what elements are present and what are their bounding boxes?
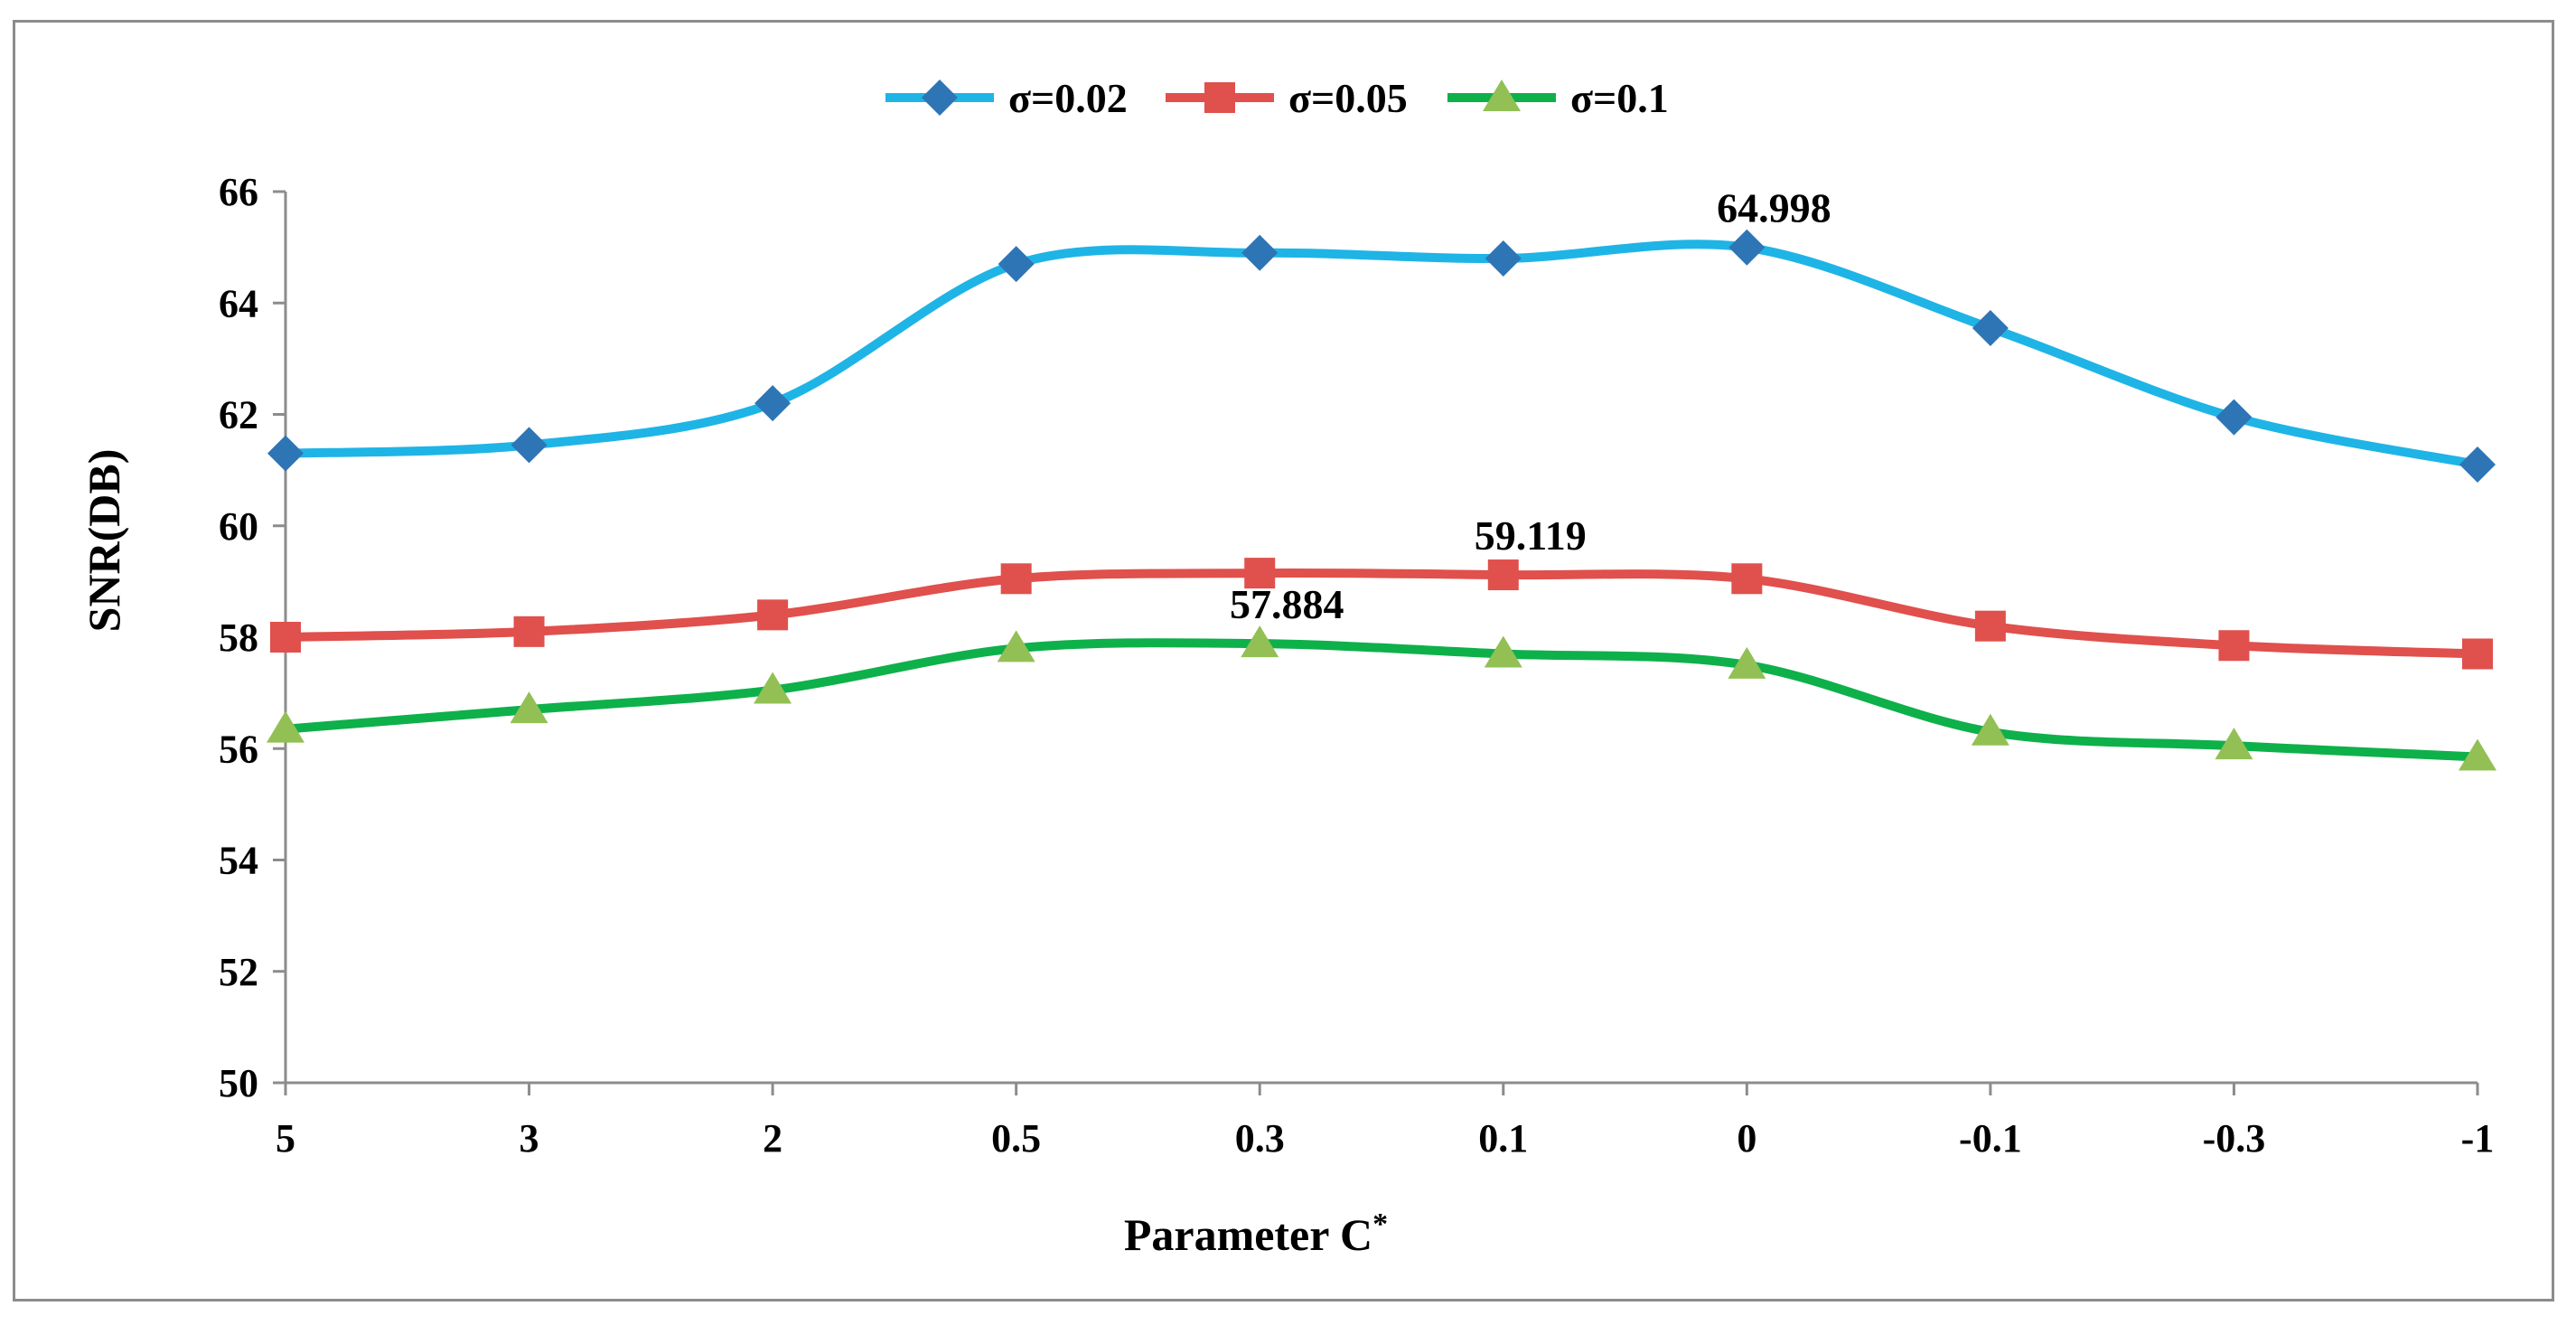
x-tick-label: 0.1: [1478, 1116, 1528, 1161]
legend-item-3: σ=0.1: [1447, 75, 1669, 121]
data-point: [1484, 635, 1522, 668]
x-tick-label: 0.3: [1235, 1116, 1285, 1161]
data-point: [1485, 240, 1522, 277]
x-axis-title-text: Parameter C: [1124, 1209, 1372, 1260]
y-tick-label: 62: [219, 393, 258, 437]
data-point: [1244, 558, 1276, 589]
x-tick-label: 3: [520, 1116, 539, 1161]
data-point: [1728, 646, 1766, 679]
data-point: [270, 622, 301, 653]
data-point: [513, 616, 545, 647]
data-point: [511, 427, 548, 464]
series-1: [267, 229, 2496, 483]
data-label: 64.998: [1717, 185, 1831, 231]
x-tick-label: 0: [1737, 1116, 1756, 1161]
y-tick-label: 52: [219, 950, 258, 994]
data-point: [2459, 738, 2496, 771]
legend: σ=0.02 σ=0.05 σ=0.1: [885, 75, 1669, 121]
data-label: 59.119: [1475, 512, 1587, 559]
data-label: 57.884: [1230, 581, 1344, 627]
y-axis-title: SNR(DB): [79, 449, 129, 633]
legend-label: σ=0.05: [1288, 75, 1408, 121]
legend-item-2: σ=0.05: [1166, 75, 1408, 121]
data-point: [1728, 229, 1766, 266]
legend-marker: [922, 80, 958, 116]
series-line: [285, 638, 2478, 762]
data-point: [2459, 446, 2496, 483]
x-axis-title: Parameter C*: [1124, 1208, 1388, 1260]
data-labels: 64.998 59.119 57.884: [1230, 185, 1831, 627]
series-3: [267, 625, 2496, 771]
data-point: [267, 710, 304, 743]
data-point: [754, 672, 792, 704]
x-tick-label: -0.1: [1959, 1116, 2022, 1161]
x-tick-label: 5: [276, 1116, 295, 1161]
data-point: [1000, 563, 1032, 595]
y-tick-label: 66: [219, 170, 258, 214]
legend-label: σ=0.02: [1008, 75, 1128, 121]
x-tick-label: 0.5: [991, 1116, 1041, 1161]
legend-marker: [1204, 82, 1235, 113]
legend-marker: [1483, 80, 1521, 111]
series-line: [285, 240, 2478, 469]
data-point: [997, 630, 1035, 662]
data-point: [1487, 559, 1519, 591]
data-point: [2462, 638, 2493, 670]
series-2: [270, 558, 2493, 670]
legend-label: σ=0.1: [1570, 75, 1669, 121]
y-tick-label: 50: [219, 1061, 258, 1105]
data-point: [1974, 610, 2006, 642]
axes: 50 52 54 56 58 60 62 64 66 5 3 2 0.5 0.3 0.1 0 -0.1 -0.3 -…: [219, 170, 2494, 1161]
data-point: [1971, 713, 2009, 746]
series-line: [285, 568, 2478, 659]
y-tick-label: 58: [219, 616, 258, 660]
chart-frame: [13, 20, 2554, 1302]
y-tick-label: 64: [219, 281, 258, 325]
legend-item-1: σ=0.02: [885, 75, 1128, 121]
x-axis-title-superscript: *: [1372, 1208, 1388, 1241]
data-point: [757, 599, 789, 631]
data-point: [510, 691, 548, 724]
x-tick-label: 2: [763, 1116, 782, 1161]
data-point: [1241, 234, 1279, 271]
data-point: [754, 385, 792, 422]
data-point: [998, 246, 1035, 283]
data-point: [1731, 563, 1763, 595]
data-point: [2215, 728, 2253, 760]
data-point: [2215, 399, 2253, 436]
data-point: [1241, 625, 1279, 658]
data-point: [267, 435, 304, 472]
y-tick-label: 60: [219, 504, 258, 549]
y-tick-label: 54: [219, 839, 258, 883]
data-point: [1972, 309, 2009, 346]
y-tick-label: 56: [219, 727, 258, 771]
data-point: [2218, 630, 2250, 662]
x-tick-label: -0.3: [2203, 1116, 2266, 1161]
x-tick-label: -1: [2461, 1116, 2495, 1161]
series-layer: [267, 229, 2496, 771]
